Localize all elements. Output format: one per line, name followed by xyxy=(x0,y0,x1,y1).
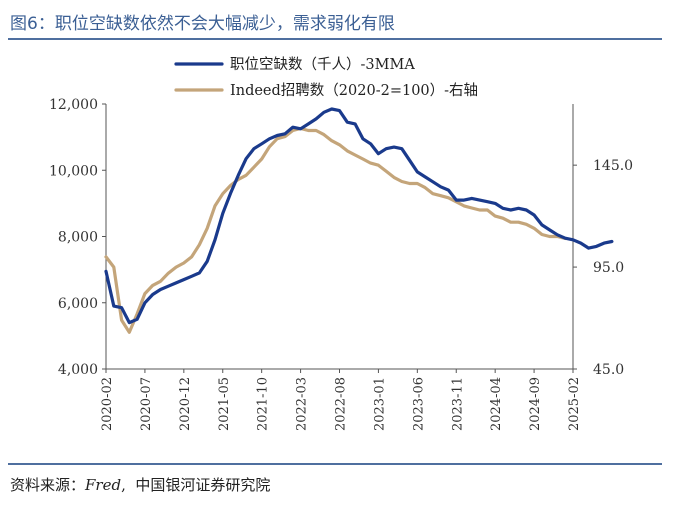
source-divider xyxy=(8,463,662,465)
series-lines xyxy=(104,107,614,334)
legend-label-job-openings: 职位空缺数（千人）-3MMA xyxy=(230,56,415,73)
series-line-indeed xyxy=(104,126,567,334)
chart: 4,000 6,000 8,000 10,000 12,000 45.0 95.0 145.0… xyxy=(49,56,633,431)
legend-label-indeed: Indeed招聘数（2020-2=100）-右轴 xyxy=(230,82,478,99)
x-tick-label: 2025-02 xyxy=(567,377,582,431)
x-tick-label: 2021-10 xyxy=(256,377,271,431)
x-tick-label: 2022-03 xyxy=(295,377,310,431)
y-left-tick-label: 6,000 xyxy=(58,296,98,312)
x-tick-label: 2023-11 xyxy=(450,377,465,431)
y-right-tick-label: 145.0 xyxy=(593,158,633,174)
y-left-tick-label: 8,000 xyxy=(58,230,98,246)
x-tick-label: 2021-05 xyxy=(217,377,232,431)
x-tick-label: 2020-12 xyxy=(178,377,193,431)
y-left-tick-label: 12,000 xyxy=(49,97,98,113)
source-separator: , xyxy=(121,476,136,494)
y-left-tick-label: 10,000 xyxy=(49,163,98,179)
title-divider xyxy=(8,38,662,40)
x-tick-label: 2023-01 xyxy=(372,377,387,431)
x-tick-label: 2022-08 xyxy=(334,377,349,431)
y-right-tick-label: 95.0 xyxy=(593,260,624,276)
y-left-tick-label: 4,000 xyxy=(58,362,98,378)
legend: 职位空缺数（千人）-3MMA Indeed招聘数（2020-2=100）-右轴 xyxy=(174,56,478,99)
x-tick-label: 2024-09 xyxy=(528,377,543,431)
y-right-tick-label: 45.0 xyxy=(593,362,624,378)
x-tick-label: 2020-02 xyxy=(100,377,115,431)
series-line-job-openings xyxy=(104,107,614,325)
x-tick-label: 2023-06 xyxy=(411,377,426,431)
x-tick-label: 2024-04 xyxy=(489,377,504,431)
source-label: 资料来源： xyxy=(10,476,86,494)
source-note: 资料来源：Fred, 中国银河证券研究院 xyxy=(10,474,270,495)
source-name: Fred xyxy=(85,476,122,494)
chart-title: 图6：职位空缺数依然不会大幅减少，需求弱化有限 xyxy=(10,14,395,34)
axes: 4,000 6,000 8,000 10,000 12,000 45.0 95.0 145.0… xyxy=(49,97,633,431)
x-tick-label: 2020-07 xyxy=(139,377,154,431)
source-org: 中国银河证券研究院 xyxy=(135,476,271,494)
